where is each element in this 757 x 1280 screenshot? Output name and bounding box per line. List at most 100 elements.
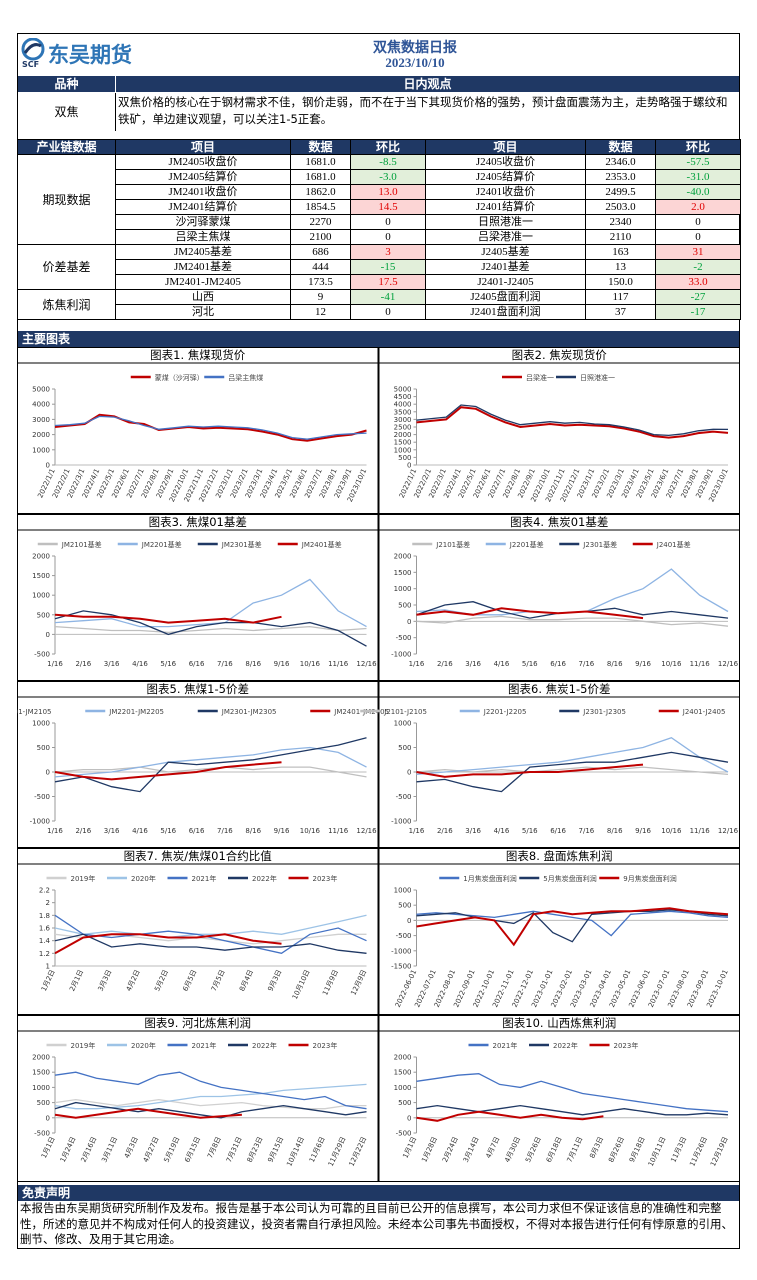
x-tick-label: 3月11日 xyxy=(100,1135,119,1163)
chart-title: 图表9. 河北炼焦利润 xyxy=(144,1016,251,1030)
change-cell: 0 xyxy=(350,304,426,320)
item-cell: 日照港准一 xyxy=(425,214,586,230)
series-line xyxy=(54,578,367,628)
series-line xyxy=(54,761,282,781)
x-tick-label: 12/16 xyxy=(356,660,377,668)
x-tick-label: 3月14日 xyxy=(462,1135,481,1163)
x-tick-label: 4月27日 xyxy=(142,1135,161,1163)
chart: 图表5. 焦煤1-5价差 JM2101-JM2105 JM2201-JM2205 JM… xyxy=(17,681,389,848)
x-tick-label: 8/16 xyxy=(245,827,261,835)
series-line xyxy=(54,766,367,778)
legend-label: JM2301基差 xyxy=(221,540,262,549)
y-tick-label: -1000 xyxy=(391,947,411,955)
x-tick-label: 10月14日 xyxy=(285,1135,306,1167)
series-line xyxy=(416,751,729,793)
change-cell: 0 xyxy=(350,214,426,230)
logo-sub: SCF xyxy=(22,60,40,69)
disclaimer-text: 本报告由东吴期货研究所制作及发布。报告是基于本公司认为可靠的且目前已公开的信息撰… xyxy=(20,1201,733,1246)
x-tick-label: 12/16 xyxy=(718,827,739,835)
y-tick-label: -1500 xyxy=(391,963,411,971)
x-tick-label: 11月3日 xyxy=(669,1135,688,1163)
y-tick-label: 0 xyxy=(407,769,411,777)
item-cell: JM2401基差 xyxy=(115,259,291,275)
view-header: 品种 日内观点 xyxy=(18,76,739,92)
x-tick-label: 10/16 xyxy=(661,827,682,835)
chart: 图表10. 山西炼焦利润 2021年 2022年 2023年 -500 0 500 1000 1… xyxy=(378,1015,740,1182)
legend-label: 2020年 xyxy=(131,1041,156,1050)
y-tick-label: 1000 xyxy=(394,585,412,593)
y-tick-label: 2000 xyxy=(394,1054,412,1062)
x-tick-label: 8月26日 xyxy=(607,1135,626,1163)
legend-label: J2201基差 xyxy=(509,540,544,549)
item-cell: 山西 xyxy=(115,289,291,305)
x-tick-label: 4/16 xyxy=(494,660,510,668)
legend-label: 吕梁准一 xyxy=(526,373,554,382)
value-cell: 12 xyxy=(290,304,351,320)
x-tick-label: 11月29日 xyxy=(327,1135,348,1167)
series-line xyxy=(54,1098,367,1110)
legend-label: 2020年 xyxy=(131,874,156,883)
y-tick-label: 4000 xyxy=(394,401,412,409)
view-text: 双焦价格的核心在于钢材需求不佳，钢价走弱，而不在于当下其现货价格的强势，预计盘面… xyxy=(118,95,728,126)
series-line xyxy=(54,1071,367,1110)
change-cell: 3 xyxy=(350,244,426,260)
x-tick-label: 12月19日 xyxy=(709,1135,730,1167)
series-line xyxy=(416,406,729,439)
y-tick-label: 3000 xyxy=(32,416,50,424)
table-row: JM2401-JM2405 173.5 17.5 J2401-J2405 150.0 33… xyxy=(18,274,741,290)
item-cell: 吕梁港准一 xyxy=(425,229,586,245)
legend-label: J2401基差 xyxy=(656,540,691,549)
series-line xyxy=(54,613,282,624)
x-tick-label: 1/16 xyxy=(47,827,63,835)
x-tick-label: 11月9日 xyxy=(321,968,340,996)
item-cell: J2405收盘价 xyxy=(425,154,586,170)
value-cell: 2270 xyxy=(290,214,351,230)
y-tick-label: -500 xyxy=(34,651,50,659)
chart-frame xyxy=(378,347,740,514)
y-tick-label: 1.2 xyxy=(39,950,50,958)
item-cell: J2405盘面利润 xyxy=(425,289,586,305)
report-date: 2023/10/10 xyxy=(385,55,445,70)
x-tick-label: 2月1日 xyxy=(68,968,85,992)
series-line xyxy=(416,601,729,619)
group-label: 价差基差 xyxy=(17,244,116,290)
series-line xyxy=(54,610,367,647)
x-tick-label: 5/16 xyxy=(522,827,538,835)
y-tick-label: 0 xyxy=(407,462,411,470)
y-tick-label: 3500 xyxy=(394,408,412,416)
value-cell: 37 xyxy=(585,304,656,320)
y-tick-label: 1.4 xyxy=(39,937,51,945)
y-tick-label: 0 xyxy=(46,769,50,777)
x-tick-label: 3月3日 xyxy=(97,968,114,992)
item-cell: JM2405基差 xyxy=(115,244,291,260)
table-row: 炼焦利润 山西 9 -41 J2405盘面利润 117 -27 xyxy=(17,289,741,320)
x-tick-label: 7月8日 xyxy=(206,1135,223,1159)
series-line xyxy=(54,914,367,954)
item-cell: J2401收盘价 xyxy=(425,184,586,200)
series-line xyxy=(54,625,367,634)
value-cell: 117 xyxy=(585,289,656,305)
x-tick-label: 6月5日 xyxy=(181,968,198,992)
x-tick-label: 9/16 xyxy=(635,660,651,668)
x-tick-label: 4月3日 xyxy=(123,1135,140,1159)
change-cell: 17.5 xyxy=(350,274,426,290)
item-cell: J2405结算价 xyxy=(425,169,586,185)
y-tick-label: 500 xyxy=(37,1099,50,1107)
x-tick-label: 3/16 xyxy=(465,660,481,668)
y-tick-label: 5000 xyxy=(394,386,412,394)
x-tick-label: 2月24日 xyxy=(441,1135,460,1163)
x-tick-label: 6/16 xyxy=(550,660,566,668)
charts-header: 主要图表 xyxy=(18,331,739,347)
y-tick-label: -500 xyxy=(396,634,412,642)
change-cell: -8.5 xyxy=(350,154,426,170)
report-title: 双焦数据日报 xyxy=(373,40,457,56)
y-tick-label: 1.8 xyxy=(39,912,50,920)
chart: 图表6. 焦炭1-5价差 J2101-J2105 J2201-J2205 J2301-… xyxy=(360,681,740,848)
item-cell: JM2401-JM2405 xyxy=(115,274,291,290)
chart-title: 图表3. 焦煤01基差 xyxy=(149,515,247,529)
y-tick-label: -500 xyxy=(396,1130,412,1138)
column-header: 产业链数据 xyxy=(17,139,116,155)
view-col1: 品种 xyxy=(18,76,116,92)
x-tick-label: 4月7日 xyxy=(484,1135,501,1159)
legend-label: 2022年 xyxy=(252,874,277,883)
